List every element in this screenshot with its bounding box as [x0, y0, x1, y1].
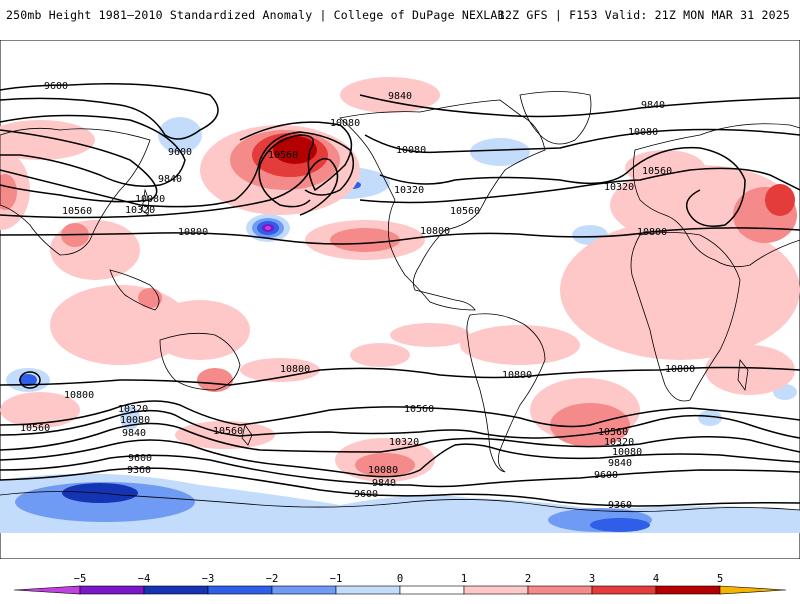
contour-label: 10080 [120, 415, 150, 426]
colorbar-segments [13, 585, 787, 595]
contour-label: 10800 [64, 390, 94, 401]
colorbar-tick-label: 0 [397, 573, 403, 585]
contour-label: 9600 [128, 453, 152, 464]
contour-label: 9360 [608, 500, 632, 511]
contour-label: 10800 [637, 227, 667, 238]
colorbar-segment [79, 585, 145, 595]
map-title: 250mb Height 1981–2010 Standardized Anom… [6, 8, 505, 22]
contour-label: 9840 [608, 458, 632, 469]
contour-label: 10080 [135, 194, 165, 205]
contour-label: 10560 [598, 427, 628, 438]
colorbar-segment [463, 585, 529, 595]
contour-label: 9600 [168, 147, 192, 158]
colorbar-segment [399, 585, 465, 595]
colorbar-segment [527, 585, 593, 595]
colorbar-tick-label: 1 [461, 573, 467, 585]
contour-label: 10800 [665, 364, 695, 375]
contour-label: 10320 [604, 437, 634, 448]
contour-label: 10560 [642, 166, 672, 177]
coastlines [0, 91, 800, 513]
colorbar-tick-labels: −5 −4 −3 −2 −1 0 1 2 3 4 5 [74, 573, 723, 585]
colorbar-segment [335, 585, 401, 595]
contour-label: 10080 [396, 145, 426, 156]
contour-label: 10800 [178, 227, 208, 238]
model-valid-time: 12Z GFS | F153 Valid: 21Z MON MAR 31 202… [497, 8, 790, 22]
contour-label: 10320 [118, 404, 148, 415]
colorbar-tick-label: −1 [330, 573, 343, 585]
contour-label: 9600 [594, 470, 618, 481]
map-panel: 9600 9840 9840 10080 10080 10560 9600 98… [0, 40, 800, 559]
contour-label: 10800 [280, 364, 310, 375]
colorbar-tick-label: −2 [266, 573, 279, 585]
height-contours [0, 83, 800, 507]
colorbar-tick-label: 2 [525, 573, 531, 585]
colorbar-segment [13, 585, 81, 595]
contour-label: 10560 [404, 404, 434, 415]
contour-label: 9840 [372, 478, 396, 489]
colorbar-segment [591, 585, 657, 595]
contour-label: 9840 [388, 91, 412, 102]
colorbar: −5 −4 −3 −2 −1 0 1 2 3 4 5 [0, 570, 800, 600]
contour-label: 9360 [127, 465, 151, 476]
contour-label: 10560 [20, 423, 50, 434]
colorbar-tick-label: −5 [74, 573, 87, 585]
contour-label: 10320 [604, 182, 634, 193]
colorbar-tick-label: 5 [717, 573, 723, 585]
anomaly-map: 9600 9840 9840 10080 10080 10560 9600 98… [0, 40, 800, 559]
contour-label: 10560 [268, 150, 298, 161]
colorbar-segment [655, 585, 721, 595]
contour-label: 10800 [420, 226, 450, 237]
contour-label: 9840 [122, 428, 146, 439]
contour-label: 10560 [450, 206, 480, 217]
header: 250mb Height 1981–2010 Standardized Anom… [0, 0, 800, 30]
colorbar-tick-label: 3 [589, 573, 595, 585]
contour-label: 10080 [330, 118, 360, 129]
contour-label: 10560 [62, 206, 92, 217]
contour-labels: 9600 9840 9840 10080 10080 10560 9600 98… [20, 81, 695, 511]
colorbar-segment [719, 585, 787, 595]
colorbar-tick-label: 4 [653, 573, 659, 585]
contour-label: 10080 [368, 465, 398, 476]
colorbar-tick-label: −4 [138, 573, 151, 585]
contour-label: 9600 [354, 489, 378, 500]
contour-label: 10320 [125, 205, 155, 216]
contour-label: 9840 [641, 100, 665, 111]
contour-label: 10560 [213, 426, 243, 437]
contour-label: 10320 [394, 185, 424, 196]
contour-label: 10080 [612, 447, 642, 458]
contour-label: 9840 [158, 174, 182, 185]
colorbar-segment [143, 585, 209, 595]
contour-label: 10080 [628, 127, 658, 138]
colorbar-segment [207, 585, 273, 595]
contour-label: 10320 [389, 437, 419, 448]
colorbar-tick-label: −3 [202, 573, 215, 585]
colorbar-segment [271, 585, 337, 595]
contour-label: 10800 [502, 370, 532, 381]
contour-label: 9600 [44, 81, 68, 92]
